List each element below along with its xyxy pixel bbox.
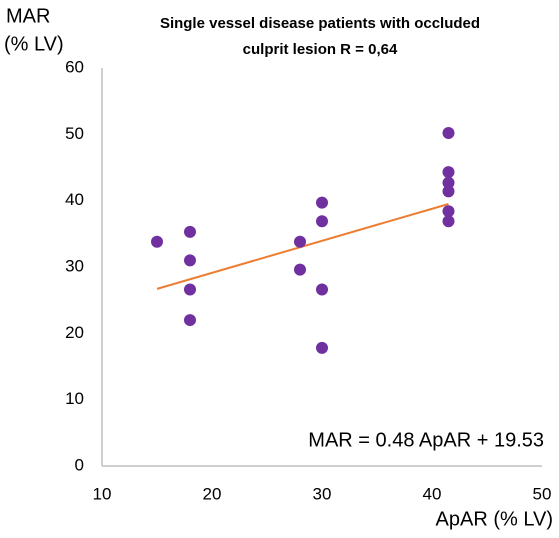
x-tick-label: 40 xyxy=(423,484,442,503)
point xyxy=(151,235,163,248)
point xyxy=(294,263,306,276)
y-axis-label: (% LV) xyxy=(4,33,64,55)
x-axis-label: ApAR (% LV) xyxy=(436,508,553,530)
x-tick-label: 20 xyxy=(203,484,222,503)
y-tick-label: 0 xyxy=(75,455,84,474)
x-tick-label: 30 xyxy=(313,484,332,503)
point xyxy=(316,215,328,228)
point xyxy=(316,196,328,209)
x-tick-label: 50 xyxy=(533,484,552,503)
y-tick-label: 30 xyxy=(65,256,84,275)
point xyxy=(442,185,455,198)
point xyxy=(316,283,328,296)
chart-title: culprit lesion R = 0,64 xyxy=(243,41,398,58)
y-tick-label: 40 xyxy=(65,190,84,209)
point xyxy=(184,283,196,296)
point xyxy=(316,341,328,354)
point xyxy=(442,127,455,140)
x-tick-label: 10 xyxy=(93,484,112,503)
y-tick-label: 50 xyxy=(65,124,84,143)
point xyxy=(184,314,196,327)
equation: MAR = 0.48 ApAR + 19.53 xyxy=(308,429,544,451)
y-axis-label: MAR xyxy=(6,5,50,27)
point xyxy=(442,205,455,218)
point xyxy=(184,225,196,238)
point xyxy=(294,235,306,248)
point xyxy=(442,166,455,179)
point xyxy=(442,215,455,228)
y-tick-label: 20 xyxy=(65,323,84,342)
chart-title: Single vessel disease patients with occl… xyxy=(160,15,480,32)
y-tick-label: 10 xyxy=(65,389,84,408)
point xyxy=(184,254,196,267)
point xyxy=(442,176,455,189)
y-tick-label: 60 xyxy=(65,57,84,76)
